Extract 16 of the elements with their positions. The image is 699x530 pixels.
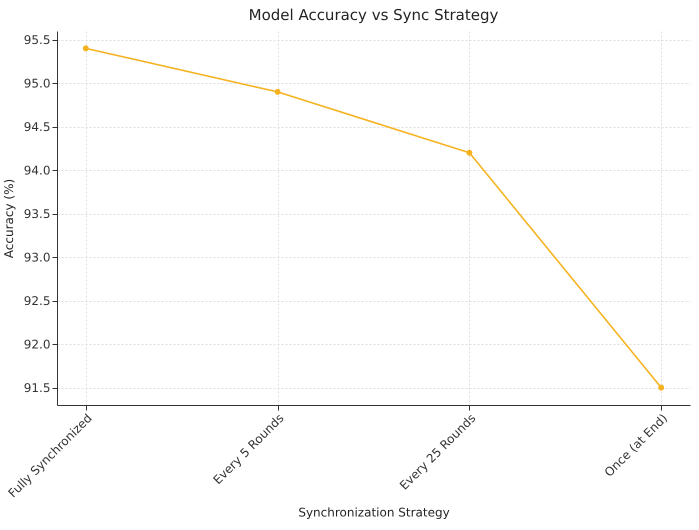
y-tick-label: 92.5 bbox=[24, 294, 50, 308]
x-axis-title: Synchronization Strategy bbox=[298, 506, 450, 520]
y-tick-label: 91.5 bbox=[24, 381, 50, 396]
y-tick-label: 95.5 bbox=[24, 33, 50, 48]
y-tick-label: 94.5 bbox=[24, 120, 50, 134]
y-tick-label: 93.5 bbox=[24, 207, 50, 222]
y-axis-title: Accuracy (%) bbox=[2, 178, 16, 258]
y-tick-label: 93.0 bbox=[24, 250, 50, 265]
point bbox=[466, 150, 472, 156]
y-tick-label: 95.0 bbox=[24, 76, 50, 91]
y-tick-label: 92.0 bbox=[24, 338, 50, 352]
point bbox=[658, 384, 664, 391]
y-tick-label: 94.0 bbox=[24, 164, 50, 178]
point bbox=[82, 45, 89, 52]
point bbox=[274, 88, 281, 95]
chart-title: Model Accuracy vs Sync Strategy bbox=[248, 6, 498, 24]
